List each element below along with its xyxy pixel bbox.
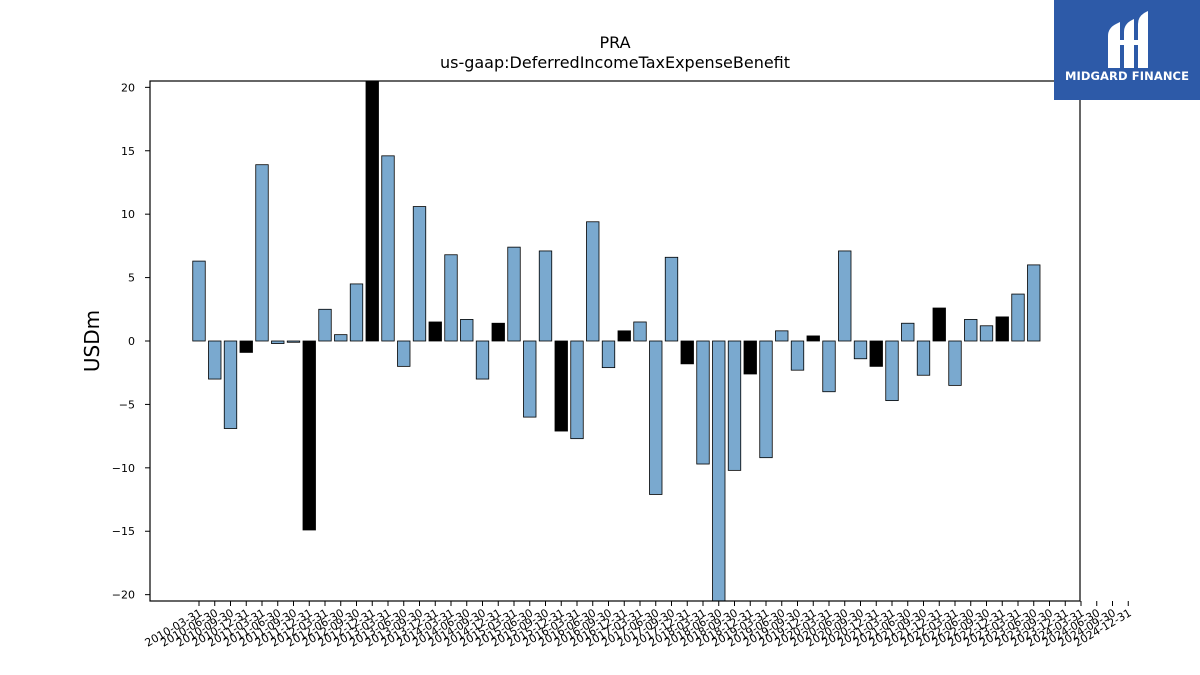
bar-0 — [192, 260, 206, 342]
bar-15 — [428, 321, 442, 342]
chart-title: PRA — [599, 33, 630, 52]
bar-40 — [822, 340, 836, 393]
y-tick-label: 15 — [121, 145, 135, 158]
bar-35 — [743, 340, 757, 375]
y-axis-label: USDm — [80, 310, 104, 372]
bar-20 — [507, 246, 521, 342]
bar-39 — [806, 335, 820, 342]
bar-31 — [680, 340, 694, 365]
y-tick-label: 20 — [121, 81, 135, 94]
bar-18 — [475, 340, 490, 380]
bar-21 — [523, 340, 537, 418]
bar-8 — [318, 308, 332, 342]
bar-13 — [397, 340, 411, 367]
bar-27 — [617, 330, 631, 342]
bar-9 — [334, 334, 348, 342]
bar-7 — [302, 340, 316, 531]
bar-10 — [349, 283, 364, 342]
bar-38 — [790, 340, 805, 371]
bar-42 — [853, 340, 868, 360]
bar-12 — [381, 155, 395, 342]
bar-47 — [932, 307, 946, 342]
y-axis: −20 −15 −10 −5 0 5 10 15 20 — [112, 81, 150, 602]
bar-17 — [460, 319, 474, 342]
bar-1 — [208, 340, 222, 380]
bar-24 — [570, 340, 584, 440]
midgard-logo-icon — [1108, 11, 1148, 68]
bar-22 — [538, 250, 553, 342]
bar-19 — [491, 322, 505, 342]
bar-44 — [885, 340, 899, 402]
bar-33 — [712, 340, 726, 602]
y-tick-label: 5 — [128, 272, 135, 285]
y-tick-label: −20 — [112, 589, 135, 602]
bar-37 — [775, 330, 789, 342]
bar-45 — [901, 322, 915, 342]
bar-30 — [664, 256, 679, 342]
bars-group — [192, 80, 1041, 602]
y-tick-label: −10 — [112, 462, 135, 475]
bar-5 — [271, 340, 285, 344]
y-tick-label: 0 — [128, 335, 135, 348]
logo-text: MIDGARD FINANCE — [1064, 69, 1190, 83]
bar-50 — [979, 325, 994, 342]
bar-4 — [255, 164, 269, 342]
y-tick-label: −15 — [112, 525, 135, 538]
chart-subtitle: us-gaap:DeferredIncomeTaxExpenseBenefit — [440, 53, 790, 72]
bar-6 — [286, 340, 301, 343]
bar-34 — [727, 340, 742, 471]
bar-53 — [1027, 264, 1041, 342]
y-tick-label: 10 — [121, 208, 135, 221]
bar-26 — [601, 340, 616, 369]
bar-41 — [838, 250, 852, 342]
bar-46 — [916, 340, 931, 376]
bar-3 — [239, 340, 253, 353]
bar-29 — [649, 340, 663, 495]
bar-52 — [1011, 293, 1025, 342]
bar-36 — [759, 340, 773, 459]
bar-32 — [696, 340, 710, 465]
bar-51 — [995, 316, 1009, 342]
bar-25 — [586, 221, 600, 342]
bar-11 — [365, 80, 379, 342]
bar-2 — [223, 340, 238, 429]
bar-49 — [964, 319, 978, 342]
x-axis: 2010-03-312010-06-302010-09-302010-12-31… — [143, 601, 1134, 650]
bar-14 — [412, 206, 427, 342]
bar-43 — [869, 340, 883, 367]
plot-frame — [149, 80, 1081, 602]
bar-28 — [633, 321, 647, 342]
bar-48 — [948, 340, 962, 386]
bar-16 — [444, 254, 458, 342]
y-tick-label: −5 — [119, 398, 135, 411]
midgard-finance-logo: MIDGARD FINANCE — [1054, 0, 1200, 100]
bar-23 — [554, 340, 568, 432]
